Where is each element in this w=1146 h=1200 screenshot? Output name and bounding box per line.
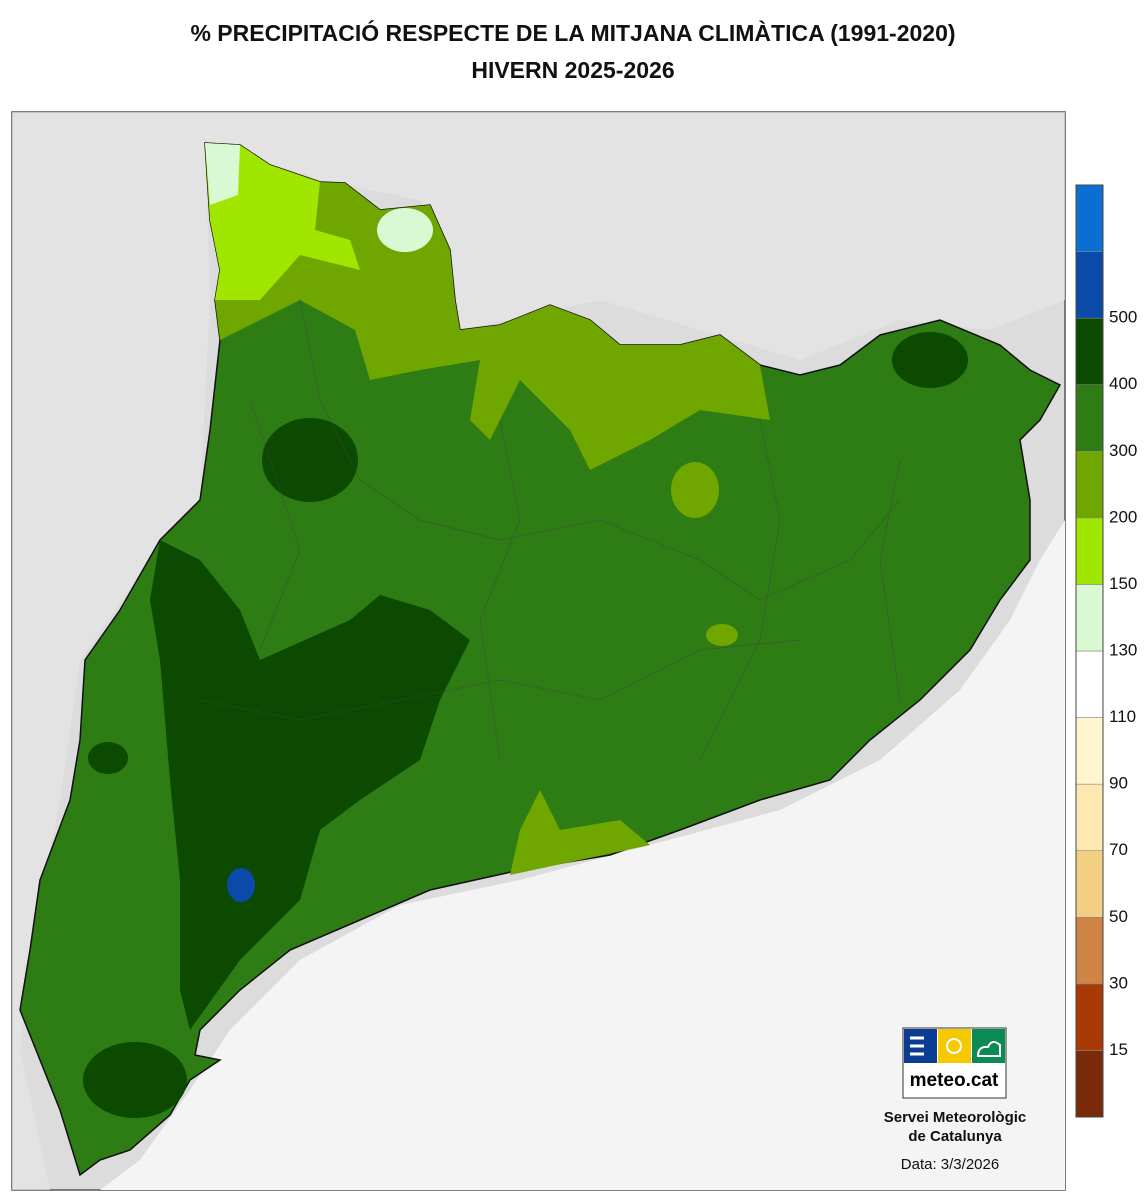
- footer-line: Servei Meteorològic: [884, 1109, 1027, 1126]
- footer-date: Data: 3/3/2026: [901, 1156, 999, 1173]
- legend-label: 130: [1109, 640, 1137, 659]
- zone: [671, 462, 719, 518]
- legend-label: 15: [1109, 1040, 1128, 1059]
- zone: [377, 208, 433, 252]
- relief-shade: [12, 112, 1065, 1190]
- logo-sun: [946, 1038, 962, 1054]
- legend-swatch: [1075, 517, 1104, 585]
- map-frame: [11, 111, 1066, 1191]
- legend-label: 300: [1109, 441, 1137, 460]
- legend-swatch: [1075, 584, 1104, 652]
- logo-yellow: [938, 1029, 971, 1063]
- legend-swatch: [1075, 1050, 1104, 1118]
- legend-label: 400: [1109, 374, 1137, 393]
- legend-swatch: [1075, 717, 1104, 785]
- legend-label: 30: [1109, 973, 1128, 992]
- legend-swatch: [1075, 783, 1104, 852]
- legend-label: 500: [1109, 308, 1137, 327]
- sea: [100, 520, 1065, 1190]
- logo-lines: [910, 1036, 924, 1056]
- title: % PRECIPITACIÓ RESPECTE DE LA MITJANA CL…: [190, 19, 955, 46]
- zone: [205, 143, 240, 205]
- zone: [227, 868, 255, 902]
- legend-label: 50: [1109, 907, 1128, 926]
- zone: [510, 790, 650, 875]
- legend-swatch: [1075, 916, 1104, 985]
- zone: [205, 143, 360, 300]
- legend-swatch: [1075, 650, 1104, 718]
- logo-cloud: [976, 1041, 1001, 1057]
- subtitle: HIVERN 2025-2026: [471, 57, 674, 83]
- legend-label: 200: [1109, 507, 1137, 526]
- legend-swatch: [1075, 983, 1104, 1051]
- legend-label: 70: [1109, 840, 1128, 859]
- legend-swatch: [1075, 251, 1104, 319]
- logo-text: meteo.cat: [910, 1070, 999, 1091]
- zone: [892, 332, 968, 388]
- borders: [199, 299, 901, 761]
- legend-swatch: [1075, 450, 1104, 519]
- legend-border: [1075, 184, 1104, 1118]
- legend-label: 90: [1109, 774, 1128, 793]
- zone: [262, 418, 358, 502]
- legend-swatch: [1075, 317, 1104, 386]
- zone: [88, 742, 128, 774]
- footer-line: de Catalunya: [908, 1128, 1002, 1145]
- logo: meteo.cat: [902, 1027, 1007, 1099]
- legend-label: 150: [1109, 574, 1137, 593]
- legend: 15 30 50 70 90 110 130 150 200 300 400 500: [1075, 184, 1137, 1118]
- legend-swatch: [1075, 384, 1104, 452]
- zone: [706, 624, 738, 646]
- legend-swatch: [1075, 184, 1104, 252]
- zone: [150, 540, 470, 1030]
- legend-label: 110: [1109, 707, 1136, 726]
- zone: [205, 143, 770, 470]
- zone: [83, 1042, 187, 1118]
- legend-swatch: [1075, 850, 1104, 918]
